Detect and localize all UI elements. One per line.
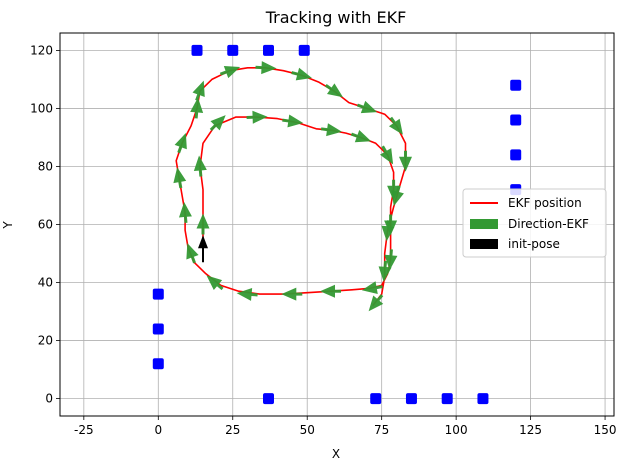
legend-label-direction-ekf: Direction-EKF bbox=[508, 217, 589, 231]
direction-arrow bbox=[281, 287, 303, 301]
y-tick-label: 40 bbox=[38, 276, 53, 290]
y-tick-label: 80 bbox=[38, 159, 53, 173]
x-tick-label: 125 bbox=[519, 423, 542, 437]
landmark-point bbox=[152, 358, 164, 370]
direction-arrow bbox=[192, 80, 205, 101]
landmark-point bbox=[370, 393, 382, 405]
x-tick-label: -25 bbox=[74, 423, 94, 437]
direction-arrow bbox=[282, 114, 304, 128]
direction-arrow bbox=[378, 260, 392, 282]
y-tick-label: 60 bbox=[38, 218, 53, 232]
direction-arrow bbox=[391, 185, 404, 207]
landmark-point bbox=[510, 79, 522, 91]
direction-arrow bbox=[291, 67, 312, 81]
landmark-point bbox=[152, 323, 164, 335]
x-tick-label: 100 bbox=[445, 423, 468, 437]
x-tick-label: 25 bbox=[225, 423, 240, 437]
landmark-point bbox=[227, 44, 239, 56]
direction-arrow bbox=[178, 201, 192, 223]
legend-box bbox=[462, 188, 607, 258]
legend-swatch-direction-ekf bbox=[470, 219, 498, 229]
landmark-point bbox=[510, 114, 522, 126]
init-pose-arrow bbox=[198, 235, 208, 263]
legend-label-init-pose: init-pose bbox=[508, 237, 560, 251]
axes: -25 0 25 50 75 100 125 150 0 20 40 60 80 100 120 bbox=[30, 43, 616, 437]
direction-arrow bbox=[219, 65, 241, 79]
legend: EKF position Direction-EKF init-pose bbox=[462, 188, 607, 258]
direction-arrow bbox=[320, 284, 341, 298]
chart-title: Tracking with EKF bbox=[265, 8, 407, 27]
direction-arrow bbox=[186, 243, 199, 264]
direction-arrow bbox=[384, 214, 398, 236]
x-axis-label: X bbox=[332, 447, 340, 461]
landmark-point bbox=[262, 44, 274, 56]
direction-arrow bbox=[196, 213, 210, 235]
direction-arrow bbox=[399, 150, 412, 172]
direction-arrow bbox=[246, 110, 268, 124]
direction-arrow bbox=[320, 123, 342, 137]
x-tick-label: 50 bbox=[300, 423, 315, 437]
direction-arrow bbox=[361, 281, 383, 295]
landmark-point bbox=[441, 393, 453, 405]
x-axis-ticks: -25 0 25 50 75 100 125 150 bbox=[74, 416, 617, 437]
direction-arrow bbox=[368, 294, 384, 312]
legend-label-ekf-position: EKF position bbox=[508, 196, 582, 210]
x-tick-label: 75 bbox=[374, 423, 389, 437]
landmark-point bbox=[510, 149, 522, 161]
direction-arrow bbox=[173, 167, 187, 189]
landmark-point bbox=[405, 393, 417, 405]
direction-arrow bbox=[356, 100, 378, 114]
y-axis-label: Y bbox=[1, 221, 15, 230]
x-tick-label: 0 bbox=[154, 423, 162, 437]
direction-arrow bbox=[174, 132, 187, 154]
landmark-point bbox=[298, 44, 310, 56]
direction-arrow bbox=[209, 115, 226, 132]
direction-arrow bbox=[384, 249, 398, 271]
direction-arrow bbox=[324, 83, 344, 98]
direction-arrow bbox=[190, 97, 204, 119]
y-tick-label: 0 bbox=[45, 392, 53, 406]
direction-arrow bbox=[388, 116, 403, 135]
direction-arrow bbox=[236, 287, 258, 301]
init-pose-mark bbox=[198, 235, 208, 263]
y-tick-label: 100 bbox=[30, 101, 53, 115]
direction-arrow bbox=[193, 155, 207, 177]
direction-arrow bbox=[379, 145, 394, 165]
direction-arrow bbox=[381, 220, 395, 242]
direction-ekf-arrows bbox=[173, 61, 412, 312]
direction-arrow bbox=[387, 179, 401, 201]
legend-swatch-init-pose bbox=[470, 239, 498, 249]
landmark-point bbox=[152, 288, 164, 300]
x-tick-label: 150 bbox=[594, 423, 617, 437]
plot-frame bbox=[59, 32, 615, 417]
y-tick-label: 20 bbox=[38, 334, 53, 348]
landmark-point bbox=[191, 44, 203, 56]
y-axis-ticks: 0 20 40 60 80 100 120 bbox=[30, 43, 60, 406]
direction-arrow bbox=[350, 130, 372, 143]
direction-arrow bbox=[206, 275, 224, 291]
y-tick-label: 120 bbox=[30, 43, 53, 57]
landmark-point bbox=[262, 393, 274, 405]
grid bbox=[60, 33, 614, 416]
direction-arrow bbox=[255, 61, 277, 75]
landmark-point bbox=[477, 393, 489, 405]
